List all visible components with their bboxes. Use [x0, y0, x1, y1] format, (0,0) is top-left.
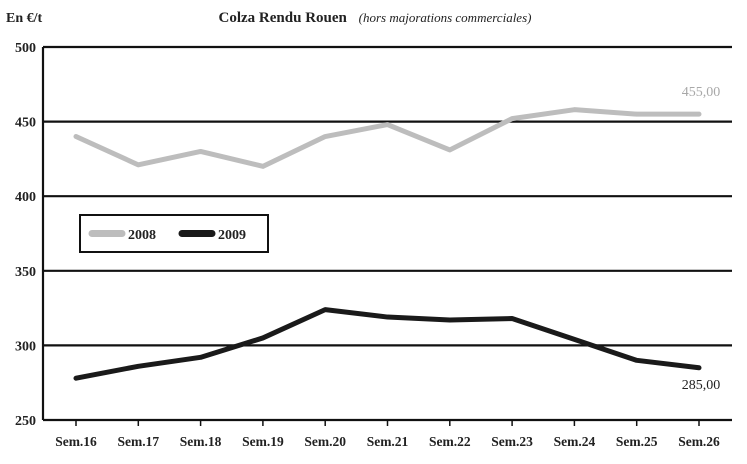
- series-line-2008: [73, 107, 702, 169]
- x-tick-label: Sem.25: [616, 434, 658, 449]
- y-tick-label: 300: [15, 339, 36, 354]
- x-tick-label: Sem.19: [242, 434, 284, 449]
- end-label-2009: 285,00: [682, 378, 721, 393]
- y-tick-label: 500: [15, 41, 36, 56]
- x-axis-ticks: Sem.16 Sem.17 Sem.18 Sem.19 Sem.20 Sem.21 Sem.…: [55, 420, 720, 449]
- y-tick-label: 250: [15, 414, 36, 429]
- end-labels: 455,00 285,00: [682, 85, 721, 393]
- y-axis-ticks: 250 300 350 400 450 500: [15, 41, 36, 429]
- series-line-2009: [73, 307, 702, 381]
- y-tick-label: 450: [15, 116, 36, 131]
- x-tick-label: Sem.17: [117, 434, 159, 449]
- chart-title-main: Colza Rendu Rouen: [219, 10, 348, 26]
- x-tick-label: Sem.23: [491, 434, 533, 449]
- x-tick-label: Sem.16: [55, 434, 97, 449]
- chart-subtitle: (hors majorations commerciales): [359, 10, 532, 25]
- x-tick-label: Sem.26: [678, 434, 720, 449]
- y-unit-label: En €/t: [6, 11, 43, 26]
- chart-title: Colza Rendu Rouen (hors majorations comm…: [219, 10, 532, 26]
- x-tick-label: Sem.24: [554, 434, 596, 449]
- y-tick-label: 350: [15, 265, 36, 280]
- x-tick-label: Sem.20: [304, 434, 346, 449]
- legend-label-2009: 2009: [218, 228, 246, 243]
- gridlines: [41, 45, 732, 422]
- end-label-2008: 455,00: [682, 85, 721, 100]
- legend: 2008 2009: [79, 214, 269, 253]
- legend-label-2008: 2008: [128, 228, 156, 243]
- x-tick-label: Sem.21: [367, 434, 409, 449]
- x-tick-label: Sem.22: [429, 434, 471, 449]
- series-lines: [73, 107, 702, 381]
- y-tick-label: 400: [15, 190, 36, 205]
- x-tick-label: Sem.18: [180, 434, 222, 449]
